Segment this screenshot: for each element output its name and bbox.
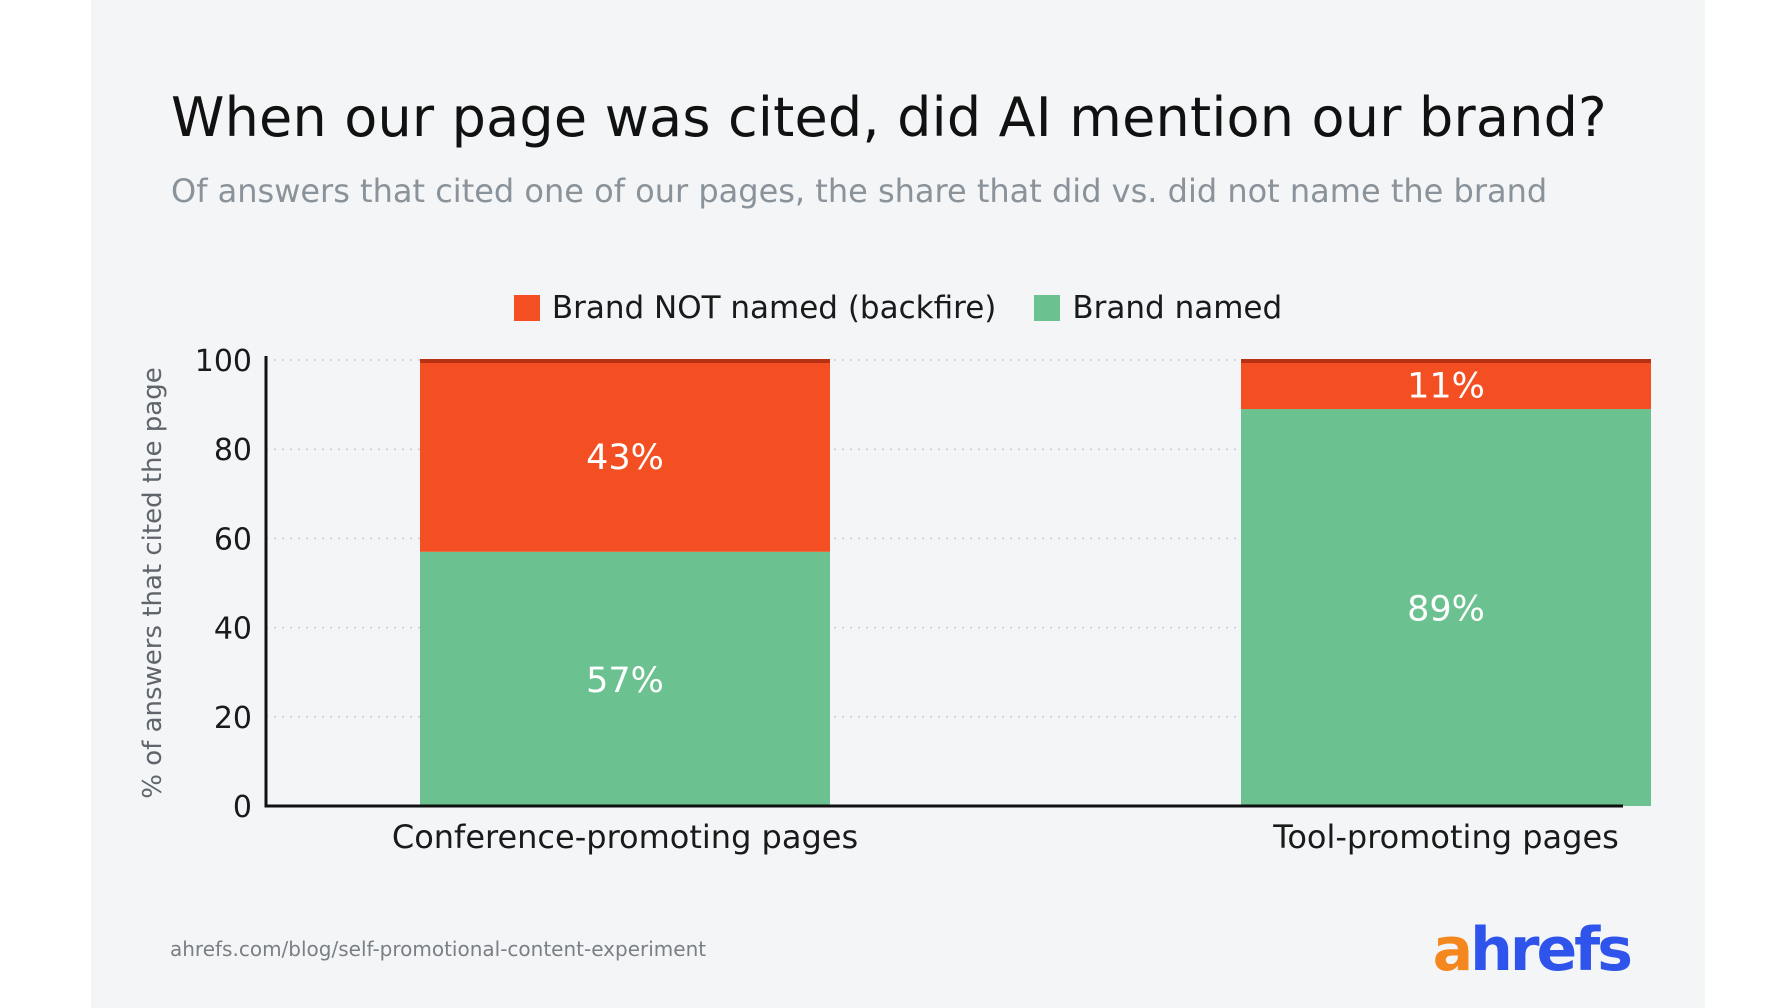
chart-subtitle: Of answers that cited one of our pages, … [171, 172, 1548, 210]
stacked-bar-chart: 0 20 40 60 80 100 % of answers that cited the … [138, 344, 1651, 856]
legend-item-not-named: Brand NOT named (backfire) [513, 290, 997, 326]
data-label-brand-named-0: 57% [586, 661, 664, 701]
y-tick-label: 80 [214, 433, 252, 468]
chart-legend: Brand NOT named (backfire) Brand named [91, 290, 1705, 326]
bar-brand-not-named-0 [420, 360, 830, 552]
x-category-label: Tool-promoting pages [1272, 818, 1619, 856]
y-tick-label: 20 [214, 701, 252, 736]
bar-brand-named-1 [1241, 409, 1651, 806]
y-axis-label: % of answers that cited the page [138, 367, 168, 798]
bar-brand-named-0 [420, 551, 830, 806]
bar-brand-not-named-1 [1241, 360, 1651, 410]
y-tick-label: 60 [214, 522, 252, 557]
bar-top-edge-1 [1241, 359, 1651, 363]
data-label-brand-not-named-1: 11% [1407, 367, 1485, 407]
ahrefs-logo: ahrefs [1432, 915, 1633, 985]
y-tick-label: 0 [233, 790, 252, 825]
chart-title: When our page was cited, did AI mention … [171, 86, 1607, 149]
legend-label-named: Brand named [1072, 290, 1283, 326]
legend-item-named: Brand named [1034, 290, 1282, 326]
data-label-brand-not-named-0: 43% [586, 438, 664, 478]
x-category-label: Conference-promoting pages [392, 818, 858, 856]
legend-label-not-named: Brand NOT named (backfire) [551, 290, 997, 326]
chart-card: When our page was cited, did AI mention … [91, 0, 1705, 1008]
bar-top-edge-0 [420, 359, 830, 363]
source-url: ahrefs.com/blog/self-promotional-content… [170, 937, 707, 961]
y-tick-label: 100 [195, 344, 252, 379]
legend-swatch-not-named [513, 295, 540, 321]
y-tick-label: 40 [214, 612, 252, 647]
legend-swatch-named [1034, 295, 1061, 321]
data-label-brand-named-1: 89% [1407, 590, 1485, 630]
